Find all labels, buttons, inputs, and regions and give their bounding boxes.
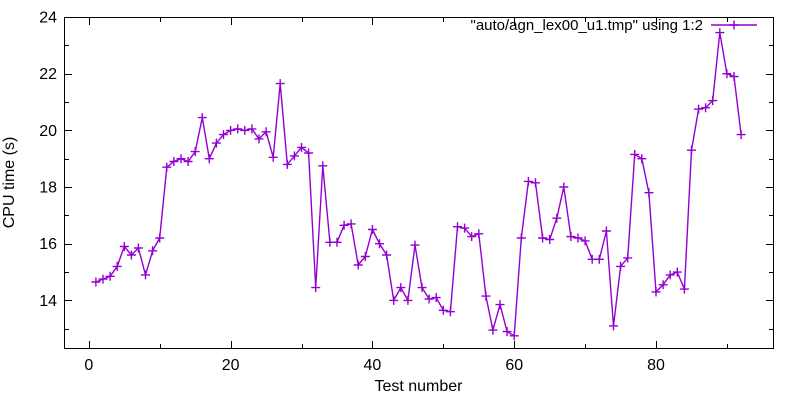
y-tick-label-24: 24 [39,10,57,27]
x-tick-label-80: 80 [647,357,665,374]
x-tick-label-0: 0 [84,357,93,374]
x-tick-label-20: 20 [222,357,240,374]
y-tick-label-22: 22 [39,66,57,83]
x-axis-title: Test number [374,378,463,395]
legend-sample-marker [729,20,739,30]
legend-line-sample [711,20,757,30]
y-tick-label-16: 16 [39,236,57,253]
axis-ticks [65,17,773,348]
x-tick-label-40: 40 [364,357,382,374]
x-tick-label-60: 60 [505,357,523,374]
data-series-layer [91,28,746,341]
plot-border [64,17,774,349]
data-series-line [95,32,742,337]
y-tick-label-14: 14 [39,293,57,310]
y-tick-label-18: 18 [39,180,57,197]
axes-layer: 0 20 40 60 80 14 16 18 20 22 24 [39,10,774,374]
y-tick-label-20: 20 [39,123,57,140]
y-axis-title: CPU time (s) [1,137,18,229]
legend-label: "auto/agn_lex00_u1.tmp" using 1:2 [471,17,704,34]
data-point-markers [91,28,746,341]
